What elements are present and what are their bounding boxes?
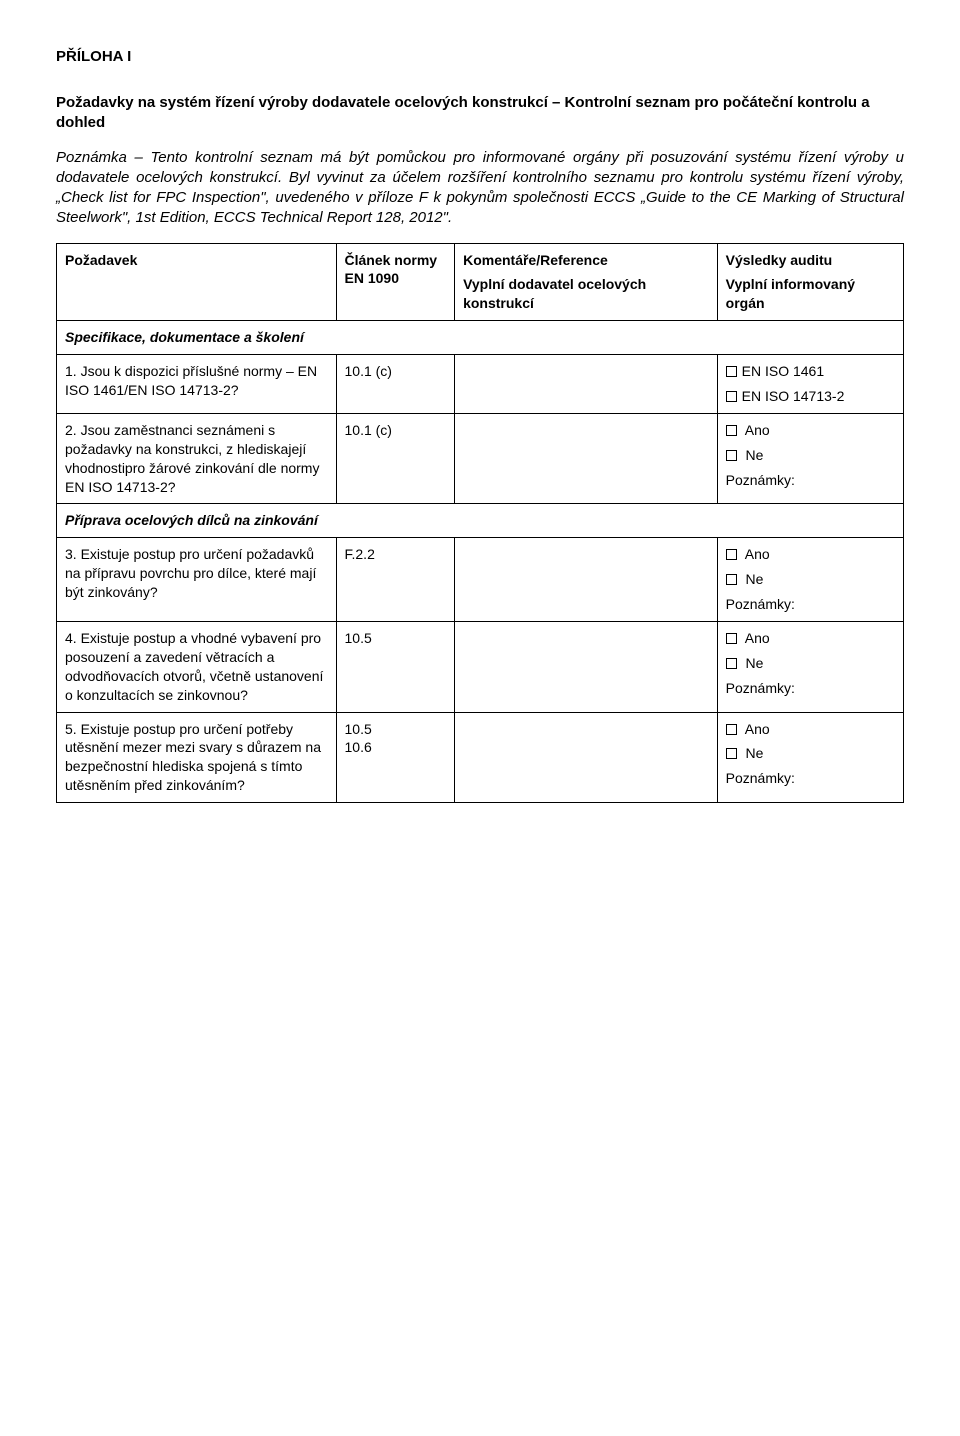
article-cell: F.2.2 <box>336 538 455 622</box>
header-article-label1: Článek normy <box>345 251 447 270</box>
req-cell: 4. Existuje postup a vhodné vybavení pro… <box>57 621 337 712</box>
checkbox-icon <box>726 425 737 436</box>
header-comments: Komentáře/Reference Vyplní dodavatel oce… <box>455 243 718 321</box>
checklist-table: Požadavek Článek normy EN 1090 Komentáře… <box>56 243 904 804</box>
header-results: Výsledky auditu Vyplní informovaný orgán <box>717 243 903 321</box>
result-option: EN ISO 1461 <box>726 362 895 381</box>
table-row: 2. Jsou zaměstnanci seznámeni s požadavk… <box>57 413 904 504</box>
result-cell: Ano Ne Poznámky: <box>717 413 903 504</box>
header-requirement: Požadavek <box>57 243 337 321</box>
table-header-row: Požadavek Článek normy EN 1090 Komentáře… <box>57 243 904 321</box>
result-label: Ano <box>745 546 770 562</box>
checkbox-icon <box>726 574 737 585</box>
result-label: Ano <box>745 422 770 438</box>
checkbox-icon <box>726 633 737 644</box>
result-label: EN ISO 14713-2 <box>742 388 845 404</box>
result-option: Ano <box>726 545 895 564</box>
checkbox-icon <box>726 450 737 461</box>
document-subtitle: Požadavky na systém řízení výroby dodava… <box>56 93 904 134</box>
table-row: 3. Existuje postup pro určení požadavků … <box>57 538 904 622</box>
table-row: 1. Jsou k dispozici příslušné normy – EN… <box>57 355 904 414</box>
table-row: 5. Existuje postup pro určení potřeby ut… <box>57 712 904 803</box>
result-cell: EN ISO 1461 EN ISO 14713-2 <box>717 355 903 414</box>
req-cell: 1. Jsou k dispozici příslušné normy – EN… <box>57 355 337 414</box>
result-cell: Ano Ne Poznámky: <box>717 712 903 803</box>
result-label: Ne <box>746 745 764 761</box>
article-cell: 10.5 10.6 <box>336 712 455 803</box>
result-option: Ne <box>726 654 895 673</box>
result-label: Ne <box>746 447 764 463</box>
table-row: 4. Existuje postup a vhodné vybavení pro… <box>57 621 904 712</box>
article-cell: 10.1 (c) <box>336 355 455 414</box>
result-option: EN ISO 14713-2 <box>726 387 895 406</box>
result-option: Ano <box>726 629 895 648</box>
result-notes: Poznámky: <box>726 769 895 788</box>
result-cell: Ano Ne Poznámky: <box>717 538 903 622</box>
article-value: 10.5 <box>345 720 447 739</box>
checkbox-icon <box>726 658 737 669</box>
result-label: Ano <box>745 630 770 646</box>
checkbox-icon <box>726 549 737 560</box>
result-label: Ne <box>746 571 764 587</box>
header-comments-label: Komentáře/Reference <box>463 251 709 270</box>
checkbox-icon <box>726 391 737 402</box>
article-cell: 10.5 <box>336 621 455 712</box>
result-option: Ne <box>726 446 895 465</box>
result-option: Ano <box>726 720 895 739</box>
comment-cell <box>455 538 718 622</box>
result-label: Ano <box>745 721 770 737</box>
result-notes: Poznámky: <box>726 595 895 614</box>
checkbox-icon <box>726 724 737 735</box>
comment-cell <box>455 621 718 712</box>
checkbox-icon <box>726 366 737 377</box>
result-option: Ne <box>726 744 895 763</box>
section-row-spec: Specifikace, dokumentace a školení <box>57 321 904 355</box>
section-spec-label: Specifikace, dokumentace a školení <box>57 321 904 355</box>
header-comments-sub: Vyplní dodavatel ocelových konstrukcí <box>463 275 709 313</box>
comment-cell <box>455 413 718 504</box>
article-cell: 10.1 (c) <box>336 413 455 504</box>
section-row-prep: Příprava ocelových dílců na zinkování <box>57 504 904 538</box>
result-notes: Poznámky: <box>726 471 895 490</box>
req-cell: 5. Existuje postup pro určení potřeby ut… <box>57 712 337 803</box>
comment-cell <box>455 355 718 414</box>
result-option: Ano <box>726 421 895 440</box>
annex-title: PŘÍLOHA I <box>56 48 904 65</box>
article-value: 10.6 <box>345 738 447 757</box>
checkbox-icon <box>726 748 737 759</box>
header-results-label: Výsledky auditu <box>726 251 895 270</box>
header-article: Článek normy EN 1090 <box>336 243 455 321</box>
note-paragraph: Poznámka – Tento kontrolní seznam má být… <box>56 148 904 229</box>
result-label: EN ISO 1461 <box>742 363 825 379</box>
result-cell: Ano Ne Poznámky: <box>717 621 903 712</box>
req-cell: 2. Jsou zaměstnanci seznámeni s požadavk… <box>57 413 337 504</box>
req-cell: 3. Existuje postup pro určení požadavků … <box>57 538 337 622</box>
header-requirement-label: Požadavek <box>65 252 137 268</box>
header-article-label2: EN 1090 <box>345 269 447 288</box>
result-option: Ne <box>726 570 895 589</box>
header-results-sub: Vyplní informovaný orgán <box>726 275 895 313</box>
result-notes: Poznámky: <box>726 679 895 698</box>
comment-cell <box>455 712 718 803</box>
result-label: Ne <box>746 655 764 671</box>
section-prep-label: Příprava ocelových dílců na zinkování <box>57 504 904 538</box>
